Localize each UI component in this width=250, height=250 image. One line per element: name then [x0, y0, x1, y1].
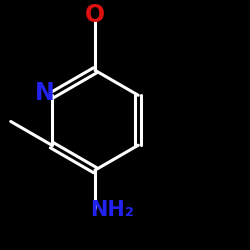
Text: O: O [85, 4, 105, 28]
Text: NH₂: NH₂ [90, 200, 134, 220]
Text: N: N [34, 81, 54, 105]
